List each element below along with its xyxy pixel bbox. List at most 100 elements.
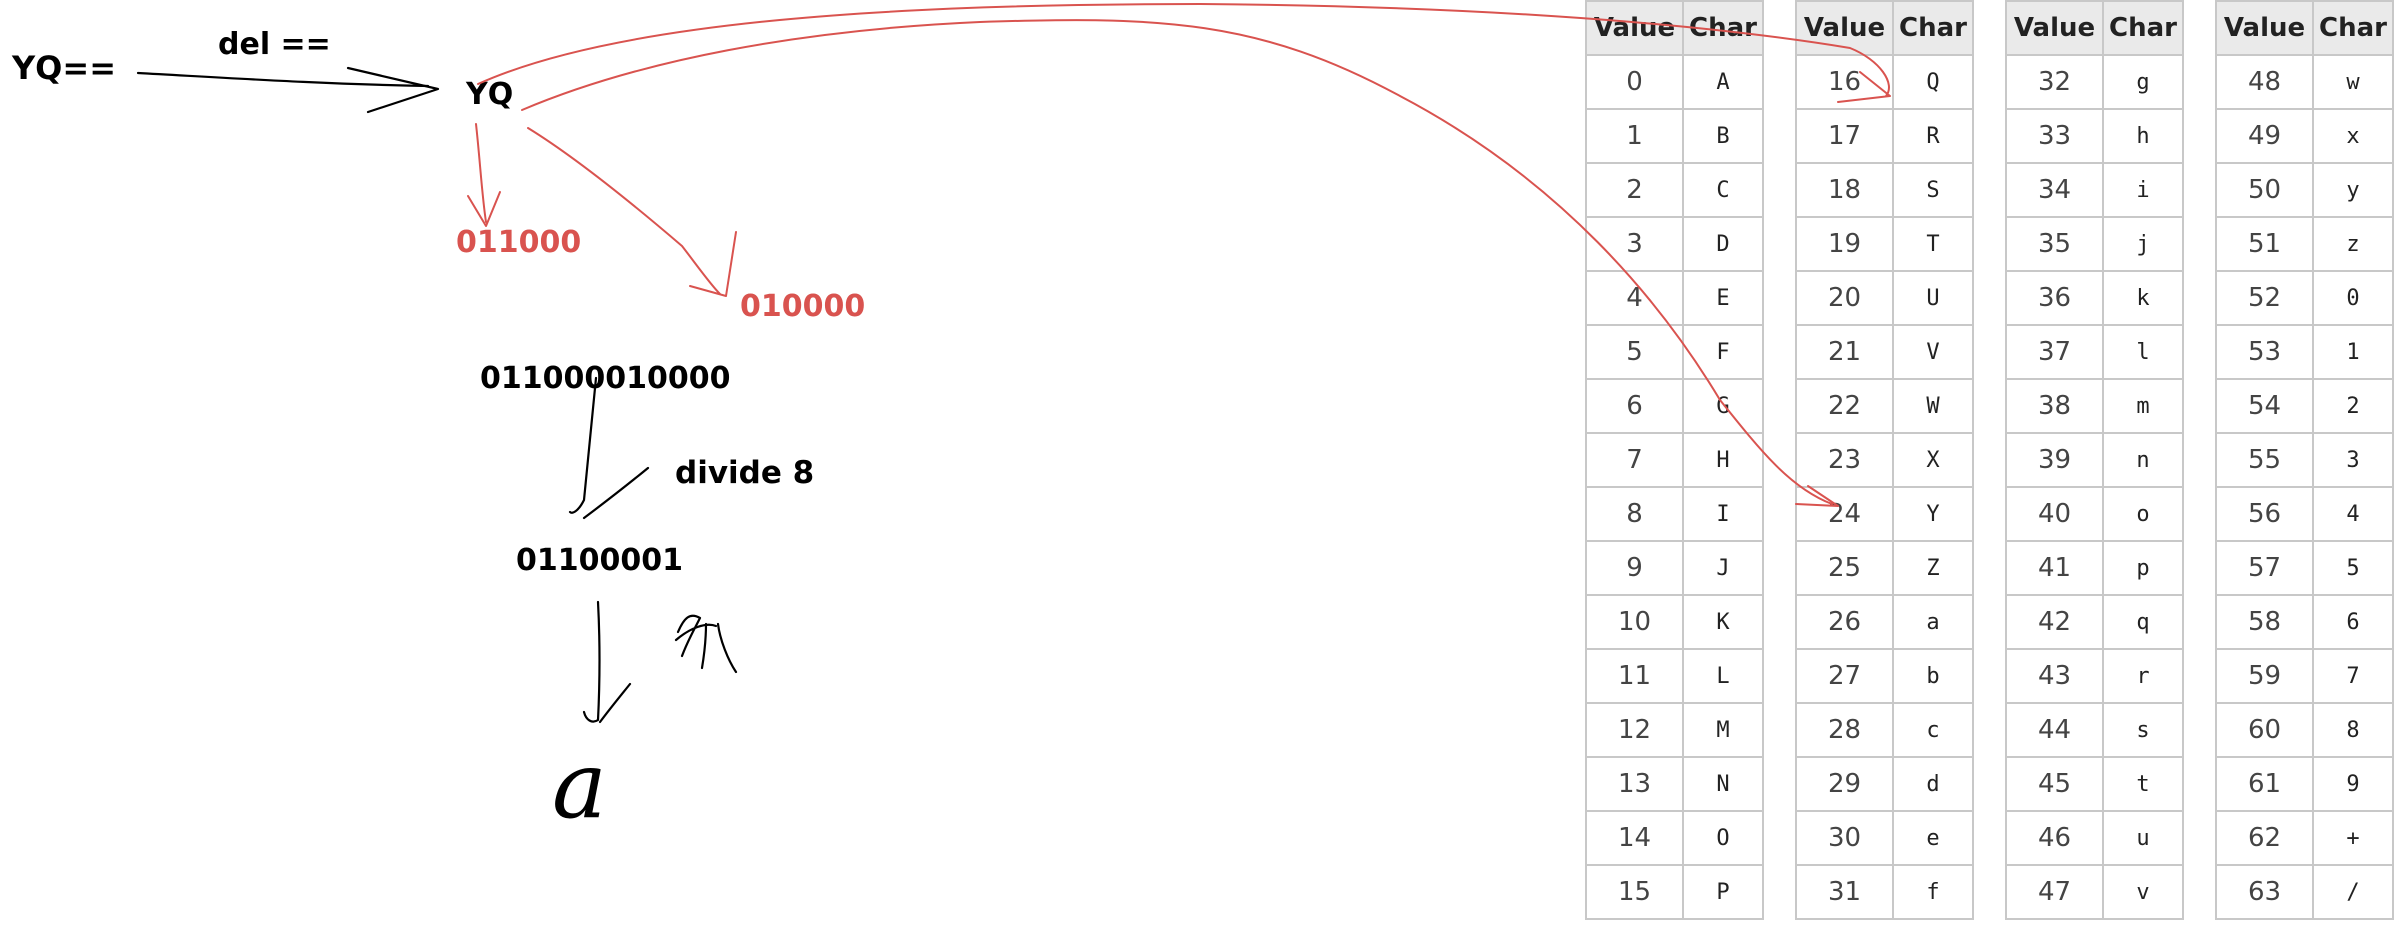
table-row: 50 y — [2217, 164, 2394, 218]
table-row: 63/ — [2217, 866, 2394, 920]
table-header-row: Value Char — [2217, 2, 2394, 56]
cell-char: f — [1894, 866, 1974, 918]
cell-value: 25 — [1797, 542, 1894, 594]
table-row: 57 5 — [2217, 542, 2394, 596]
cell-char: W — [1894, 380, 1974, 432]
cell-char: L — [1684, 650, 1764, 702]
table-column: Value Char 0 A 1 B 2 C 3 D 4 E 5 F 6 G 7 H 8 I 9 J 10 K 11 L 12 M… — [1585, 0, 1764, 920]
cell-char: d — [1894, 758, 1974, 810]
cell-char: r — [2104, 650, 2184, 702]
cell-char: N — [1684, 758, 1764, 810]
cell-char: C — [1684, 164, 1764, 216]
cell-char: b — [1894, 650, 1974, 702]
cell-char: Z — [1894, 542, 1974, 594]
table-row: 12 M — [1587, 704, 1764, 758]
cell-char: Q — [1894, 56, 1974, 108]
table-row: 40 o — [2007, 488, 2184, 542]
cell-char: 8 — [2314, 704, 2394, 756]
cell-value: 58 — [2217, 596, 2314, 648]
cell-char: V — [1894, 326, 1974, 378]
cell-value: 9 — [1587, 542, 1684, 594]
cell-char: w — [2314, 56, 2394, 108]
cell-char: e — [1894, 812, 1974, 864]
cell-char: m — [2104, 380, 2184, 432]
cell-value: 30 — [1797, 812, 1894, 864]
cell-char: o — [2104, 488, 2184, 540]
header-char: Char — [1894, 2, 1974, 54]
cell-value: 40 — [2007, 488, 2104, 540]
table-row: 55 3 — [2217, 434, 2394, 488]
cell-value: 42 — [2007, 596, 2104, 648]
table-row: 53 1 — [2217, 326, 2394, 380]
cell-value: 45 — [2007, 758, 2104, 810]
cell-char: n — [2104, 434, 2184, 486]
cell-char: 3 — [2314, 434, 2394, 486]
table-row: 47 v — [2007, 866, 2184, 920]
table-column: Value Char 48 w 49 x 50 y 51 z 52 0 53 1 54 2 55 3 56 4 57… — [2215, 0, 2394, 920]
cell-char: 6 — [2314, 596, 2394, 648]
header-char: Char — [2314, 2, 2394, 54]
cell-char: J — [1684, 542, 1764, 594]
cell-char: F — [1684, 326, 1764, 378]
cell-value: 38 — [2007, 380, 2104, 432]
cell-value: 50 — [2217, 164, 2314, 216]
table-row: 19 T — [1797, 218, 1974, 272]
table-row: 27 b — [1797, 650, 1974, 704]
table-row: 44 s — [2007, 704, 2184, 758]
cell-value: 37 — [2007, 326, 2104, 378]
step-label: del == — [218, 27, 331, 62]
table-row: 62 + — [2217, 812, 2394, 866]
table-row: 41 p — [2007, 542, 2184, 596]
cell-char: / — [2314, 866, 2394, 918]
header-value: Value — [1587, 2, 1684, 54]
table-row: 45 t — [2007, 758, 2184, 812]
table-row: 11 L — [1587, 650, 1764, 704]
cell-value: 20 — [1797, 272, 1894, 324]
table-row: 33 h — [2007, 110, 2184, 164]
cell-char: z — [2314, 218, 2394, 270]
table-row: 42 q — [2007, 596, 2184, 650]
header-char: Char — [2104, 2, 2184, 54]
cell-value: 32 — [2007, 56, 2104, 108]
table-row: 38 m — [2007, 380, 2184, 434]
header-value: Value — [1797, 2, 1894, 54]
cell-char: 5 — [2314, 542, 2394, 594]
table-row: 24 Y — [1797, 488, 1974, 542]
cell-value: 51 — [2217, 218, 2314, 270]
table-header-row: Value Char — [1587, 2, 1764, 56]
cell-value: 19 — [1797, 218, 1894, 270]
cell-char: T — [1894, 218, 1974, 270]
cell-value: 41 — [2007, 542, 2104, 594]
cell-char: l — [2104, 326, 2184, 378]
cell-value: 29 — [1797, 758, 1894, 810]
cell-value: 13 — [1587, 758, 1684, 810]
table-row: 30 e — [1797, 812, 1974, 866]
cell-value: 35 — [2007, 218, 2104, 270]
cell-value: 61 — [2217, 758, 2314, 810]
table-row: 14 O — [1587, 812, 1764, 866]
cell-char: 2 — [2314, 380, 2394, 432]
cell-value: 59 — [2217, 650, 2314, 702]
cell-char: O — [1684, 812, 1764, 864]
byte-label: 01100001 — [516, 543, 683, 578]
table-row: 23 X — [1797, 434, 1974, 488]
table-row: 61 9 — [2217, 758, 2394, 812]
cell-value: 55 — [2217, 434, 2314, 486]
cell-value: 28 — [1797, 704, 1894, 756]
header-value: Value — [2217, 2, 2314, 54]
table-row: 13 N — [1587, 758, 1764, 812]
cell-value: 44 — [2007, 704, 2104, 756]
cell-value: 26 — [1797, 596, 1894, 648]
cell-value: 3 — [1587, 218, 1684, 270]
cell-char: + — [2314, 812, 2394, 864]
cell-value: 46 — [2007, 812, 2104, 864]
cell-char: q — [2104, 596, 2184, 648]
cell-value: 27 — [1797, 650, 1894, 702]
cell-char: M — [1684, 704, 1764, 756]
cell-value: 33 — [2007, 110, 2104, 162]
cell-char: u — [2104, 812, 2184, 864]
cell-char: E — [1684, 272, 1764, 324]
